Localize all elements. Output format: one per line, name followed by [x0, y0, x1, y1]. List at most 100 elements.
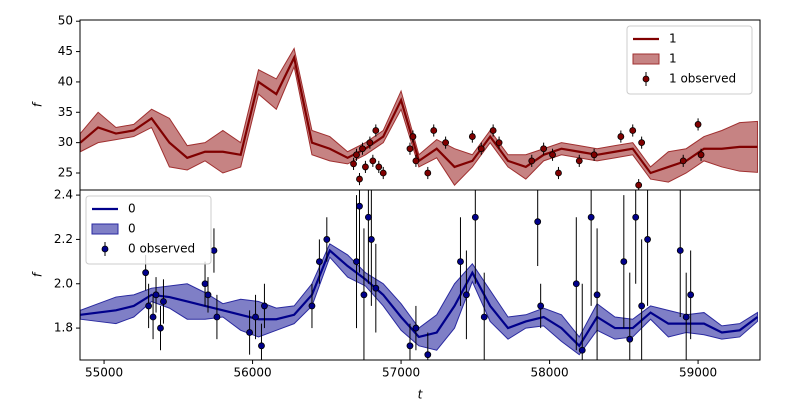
- observed-point: [152, 291, 160, 299]
- observed-point: [379, 169, 387, 177]
- x-tick-label: 59000: [679, 366, 717, 380]
- observed-point: [145, 302, 153, 310]
- observed-point: [201, 280, 209, 288]
- observed-point: [424, 351, 432, 359]
- y-tick-label: 25: [58, 166, 73, 180]
- observed-point: [468, 133, 476, 140]
- observed-point: [369, 157, 377, 165]
- observed-point: [372, 284, 380, 292]
- observed-point: [246, 329, 253, 336]
- observed-point: [477, 145, 485, 153]
- x-tick-label: 58000: [530, 366, 568, 380]
- observed-point: [638, 139, 646, 147]
- observed-point: [323, 236, 331, 243]
- observed-point: [149, 313, 157, 321]
- legend-label: 0: [128, 202, 136, 216]
- legend-label: 1: [669, 52, 677, 66]
- x-tick-label: 56000: [233, 366, 271, 380]
- observed-point: [620, 258, 628, 265]
- observed-point: [364, 213, 372, 221]
- y-tick-label: 40: [58, 74, 73, 88]
- observed-point: [540, 145, 548, 153]
- observed-point: [495, 139, 503, 147]
- observed-point: [356, 175, 363, 183]
- observed-point: [157, 324, 164, 332]
- observed-point: [687, 291, 695, 299]
- observed-point: [682, 313, 690, 321]
- legend-box: [626, 25, 753, 95]
- observed-point: [587, 213, 595, 221]
- legend-marker: [101, 245, 109, 253]
- observed-point: [679, 157, 687, 165]
- x-tick-label: 57000: [382, 366, 420, 380]
- observed-point: [635, 181, 643, 189]
- y-tick-label: 50: [58, 14, 73, 28]
- observed-point: [629, 127, 637, 134]
- x-axis-label: t: [418, 388, 424, 400]
- confidence-band: [80, 47, 758, 186]
- observed-point: [572, 280, 580, 288]
- observed-point: [442, 139, 450, 147]
- observed-point: [406, 342, 414, 350]
- observed-point: [489, 127, 497, 134]
- observed-point: [353, 258, 360, 265]
- legend-patch: [91, 223, 119, 235]
- plot-area: [80, 190, 759, 360]
- legend-label: 0 observed: [128, 242, 195, 256]
- observed-point: [694, 121, 702, 128]
- y-axis-label: f: [31, 271, 45, 277]
- observed-point: [360, 291, 368, 299]
- observed-point: [359, 145, 366, 153]
- legend-label: 1: [669, 32, 677, 46]
- legend-label: 0: [128, 222, 136, 236]
- observed-point: [555, 169, 562, 177]
- y-tick-label: 1.8: [54, 321, 73, 335]
- observed-point: [160, 298, 167, 305]
- observed-point: [412, 324, 420, 332]
- y-tick-label: 2.4: [54, 188, 73, 202]
- observed-point: [308, 302, 316, 310]
- y-tick-label: 30: [58, 135, 73, 149]
- y-tick-label: 2.0: [54, 276, 73, 290]
- observed-point: [430, 127, 438, 134]
- observed-point: [697, 151, 705, 159]
- observed-point: [375, 163, 383, 171]
- observed-point: [362, 163, 369, 171]
- observed-point: [638, 302, 646, 310]
- observed-point: [463, 291, 470, 299]
- observed-point: [480, 313, 488, 321]
- y-tick-label: 45: [58, 44, 73, 58]
- observed-point: [261, 302, 268, 310]
- observed-point: [549, 151, 556, 159]
- observed-point: [356, 202, 363, 210]
- observed-point: [471, 213, 479, 221]
- observed-point: [350, 160, 357, 168]
- observed-point: [626, 335, 634, 343]
- observed-point: [372, 127, 380, 134]
- observed-point: [644, 236, 651, 243]
- observed-point: [258, 342, 265, 350]
- observed-point: [213, 313, 221, 321]
- observed-point: [366, 139, 374, 147]
- observed-point: [593, 291, 601, 299]
- observed-point: [632, 213, 640, 221]
- observed-point: [424, 169, 432, 177]
- observed-point: [528, 157, 536, 165]
- observed-point: [409, 133, 417, 140]
- legend-marker: [642, 75, 650, 83]
- y-tick-label: 35: [58, 105, 73, 119]
- observed-point: [590, 151, 598, 159]
- axes-frame: [79, 189, 761, 361]
- observed-point: [575, 157, 583, 165]
- mean-line: [80, 248, 759, 348]
- observed-point: [617, 133, 625, 140]
- x-tick-label: 55000: [85, 366, 123, 380]
- legend-patch: [632, 53, 660, 65]
- observed-point: [353, 151, 360, 159]
- observed-point: [578, 346, 586, 354]
- observed-point: [534, 218, 542, 226]
- y-tick-label: 2.2: [54, 232, 73, 246]
- observed-point: [204, 291, 212, 299]
- observed-point: [142, 269, 150, 277]
